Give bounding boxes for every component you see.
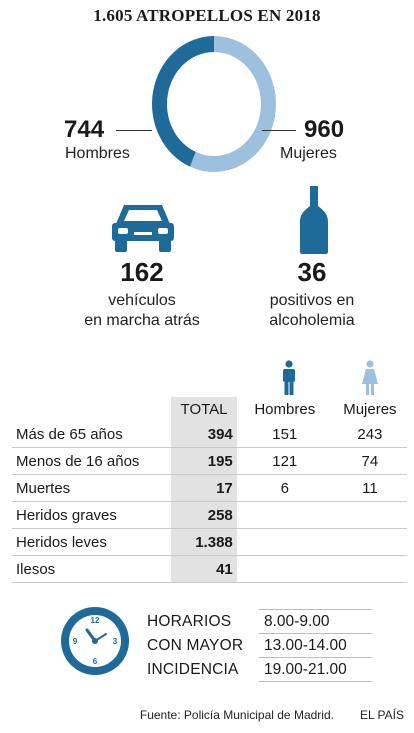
row-label: Heridos leves bbox=[12, 528, 172, 556]
row-mujeres: 74 bbox=[332, 447, 407, 475]
row-label: Ilesos bbox=[12, 555, 172, 583]
schedule-label-line-3: INCIDENCIA bbox=[147, 660, 239, 678]
donut-slice-hombres bbox=[152, 36, 214, 167]
schedule-row: HORARIOS 8.00-9.00 bbox=[143, 609, 372, 634]
stat-alcohol-label-1: positivos en bbox=[269, 292, 355, 309]
hombres-value: 744 bbox=[64, 116, 105, 143]
chart-title: 1.605 ATROPELLOS EN 2018 bbox=[93, 6, 321, 25]
header-total: TOTAL bbox=[171, 397, 237, 421]
svg-text:6: 6 bbox=[93, 657, 98, 666]
stat-reverse-label-2: en marcha atrás bbox=[84, 312, 200, 329]
bottle-icon bbox=[300, 186, 328, 254]
row-total: 195 bbox=[171, 447, 237, 475]
row-total: 1.388 bbox=[171, 528, 237, 556]
table-row: Muertes 17 6 11 bbox=[12, 474, 407, 502]
table-body: Más de 65 años 394 151 243 Menos de 16 años 1… bbox=[12, 421, 407, 583]
row-hombres bbox=[236, 528, 333, 556]
row-mujeres: 243 bbox=[332, 421, 407, 448]
source-line: Fuente: Policía Municipal de Madrid. EL P… bbox=[140, 708, 404, 722]
schedule-label-line-1: HORARIOS bbox=[147, 612, 232, 630]
schedule-time-3: 19.00-21.00 bbox=[259, 657, 372, 682]
hombres-callout-line bbox=[116, 130, 152, 131]
svg-text:12: 12 bbox=[91, 616, 100, 625]
row-hombres: 121 bbox=[236, 447, 333, 475]
mujeres-value: 960 bbox=[304, 116, 345, 143]
source-text: Fuente: Policía Municipal de Madrid. bbox=[139, 708, 334, 722]
row-total: 258 bbox=[171, 501, 237, 529]
header-empty bbox=[12, 397, 171, 421]
mujeres-label: Mujeres bbox=[280, 145, 337, 162]
woman-icon bbox=[362, 360, 378, 395]
svg-text:9: 9 bbox=[73, 637, 78, 646]
donut-chart bbox=[152, 36, 276, 172]
row-label: Muertes bbox=[12, 474, 172, 502]
schedule-time-2: 13.00-14.00 bbox=[259, 633, 372, 658]
schedule-label-line-2: CON MAYOR bbox=[147, 636, 244, 654]
schedule-row: INCIDENCIA 19.00-21.00 bbox=[143, 657, 372, 682]
row-total: 17 bbox=[171, 474, 237, 502]
row-hombres bbox=[236, 555, 333, 583]
hombres-label: Hombres bbox=[65, 145, 130, 162]
row-total: 41 bbox=[171, 555, 237, 583]
header-mujeres: Mujeres bbox=[343, 400, 397, 418]
row-label: Más de 65 años bbox=[12, 421, 172, 448]
table-row: Menos de 16 años 195 121 74 bbox=[12, 447, 407, 475]
car-icon bbox=[112, 205, 174, 252]
row-mujeres bbox=[332, 555, 407, 583]
row-label: Menos de 16 años bbox=[12, 447, 172, 475]
row-hombres: 151 bbox=[236, 421, 333, 448]
row-mujeres bbox=[332, 501, 407, 529]
data-table: TOTAL Hombres Mujeres Más de 65 años 394 1… bbox=[12, 397, 407, 583]
row-mujeres: 11 bbox=[332, 474, 407, 502]
man-icon bbox=[283, 360, 295, 395]
publisher-text: EL PAÍS bbox=[359, 708, 404, 722]
mujeres-callout-line bbox=[262, 130, 296, 131]
table-row: Ilesos 41 bbox=[12, 555, 407, 583]
table-header-row: TOTAL Hombres Mujeres bbox=[12, 397, 407, 421]
donut-slice-mujeres bbox=[189, 36, 276, 172]
table-row: Heridos leves 1.388 bbox=[12, 528, 407, 556]
stat-alcohol-value: 36 bbox=[297, 257, 327, 287]
row-label: Heridos graves bbox=[12, 501, 172, 529]
row-hombres: 6 bbox=[236, 474, 333, 502]
row-mujeres bbox=[332, 528, 407, 556]
stat-alcohol-label-2: alcoholemia bbox=[269, 312, 355, 329]
schedule-time-1: 8.00-9.00 bbox=[259, 609, 372, 634]
stat-reverse-label-1: vehículos bbox=[108, 292, 176, 309]
stat-reverse-value: 162 bbox=[120, 257, 164, 287]
clock-icon: 12 3 6 9 bbox=[61, 607, 129, 675]
schedule-table: HORARIOS 8.00-9.00 CON MAYOR 13.00-14.00… bbox=[143, 609, 372, 682]
schedule-row: CON MAYOR 13.00-14.00 bbox=[143, 633, 372, 658]
table-row: Más de 65 años 394 151 243 bbox=[12, 421, 407, 448]
row-hombres bbox=[236, 501, 333, 529]
header-hombres: Hombres bbox=[254, 400, 316, 418]
table-row: Heridos graves 258 bbox=[12, 501, 407, 529]
svg-text:3: 3 bbox=[113, 637, 118, 646]
row-total: 394 bbox=[171, 421, 237, 448]
